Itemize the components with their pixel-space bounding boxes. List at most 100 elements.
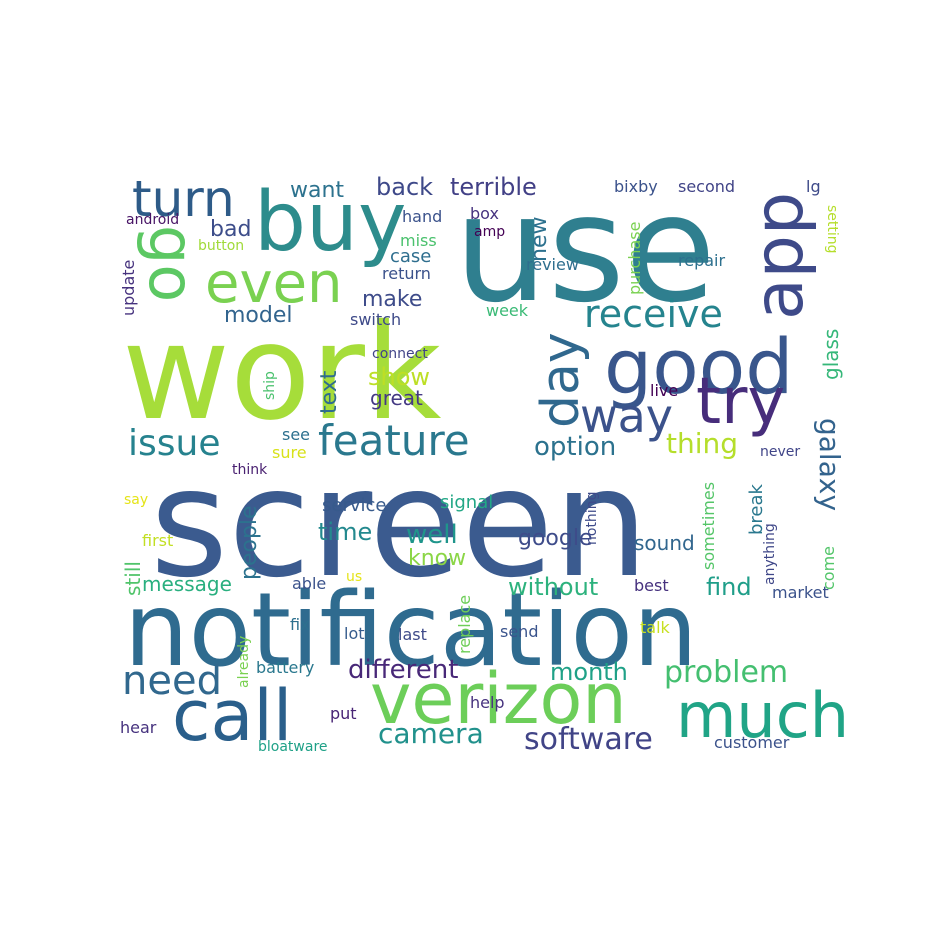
- word-case: case: [390, 246, 431, 267]
- word-much: much: [676, 679, 849, 752]
- word-way: way: [580, 389, 673, 443]
- word-send: send: [500, 622, 538, 641]
- word-back: back: [376, 173, 433, 201]
- word-option: option: [534, 432, 616, 462]
- word-talk: talk: [640, 618, 671, 637]
- word-google: google: [518, 526, 593, 551]
- word-amp: amp: [474, 224, 505, 240]
- word-without: without: [508, 573, 598, 601]
- word-know: know: [408, 546, 466, 571]
- word-people: people: [237, 505, 262, 580]
- word-month: month: [550, 658, 628, 686]
- word-sound: sound: [634, 531, 695, 555]
- word-buy: buy: [254, 175, 407, 270]
- word-bixby: bixby: [614, 177, 658, 196]
- word-market: market: [772, 583, 829, 602]
- word-glass: glass: [819, 329, 843, 380]
- word-best: best: [634, 576, 669, 595]
- word-nothing: nothing: [584, 492, 600, 545]
- word-come: come: [819, 546, 838, 590]
- word-different: different: [348, 655, 458, 685]
- word-model: model: [224, 303, 293, 328]
- word-day: day: [531, 332, 591, 428]
- word-box: box: [470, 204, 499, 223]
- word-signal: signal: [440, 492, 493, 513]
- word-first: first: [142, 531, 173, 550]
- word-sure: sure: [272, 443, 307, 462]
- word-even: even: [205, 251, 343, 316]
- word-help: help: [470, 693, 505, 712]
- word-show: show: [368, 363, 430, 391]
- word-sometimes: sometimes: [699, 482, 718, 570]
- word-think: think: [232, 462, 268, 478]
- word-customer: customer: [714, 733, 790, 752]
- word-replace: replace: [455, 595, 474, 654]
- word-need: need: [122, 658, 222, 704]
- word-work: work: [122, 296, 442, 450]
- word-put: put: [330, 704, 357, 723]
- word-text: text: [317, 370, 342, 414]
- word-verizon: verizon: [370, 658, 627, 740]
- word-software: software: [524, 722, 653, 757]
- word-find: find: [706, 573, 752, 601]
- word-service: service: [322, 495, 386, 516]
- word-galaxy: galaxy: [813, 418, 846, 511]
- word-fix: fix: [290, 615, 310, 634]
- word-great: great: [370, 386, 423, 410]
- word-issue: issue: [128, 423, 220, 464]
- word-purchase: purchase: [625, 222, 644, 295]
- word-terrible: terrible: [450, 173, 537, 201]
- word-see: see: [282, 425, 310, 444]
- word-say: say: [124, 492, 148, 508]
- word-us: us: [346, 569, 362, 585]
- word-connect: connect: [372, 346, 428, 362]
- word-hand: hand: [402, 207, 442, 226]
- word-button: button: [198, 238, 244, 254]
- word-well: well: [406, 520, 458, 550]
- word-battery: battery: [256, 658, 314, 677]
- word-new: new: [527, 217, 552, 262]
- word-app: app: [740, 192, 819, 320]
- word-screen: screen: [150, 437, 649, 611]
- word-miss: miss: [400, 231, 437, 250]
- word-return: return: [382, 264, 431, 283]
- word-message: message: [142, 572, 232, 596]
- word-never: never: [760, 444, 800, 460]
- word-anything: anything: [762, 523, 778, 585]
- word-week: week: [486, 301, 529, 320]
- word-use: use: [454, 163, 716, 335]
- word-able: able: [292, 574, 326, 593]
- word-turn: turn: [132, 170, 235, 228]
- word-feature: feature: [318, 416, 470, 465]
- word-time: time: [318, 518, 372, 546]
- word-make: make: [362, 287, 422, 312]
- word-bad: bad: [210, 217, 251, 242]
- word-break: break: [746, 483, 767, 535]
- word-setting: setting: [824, 205, 840, 254]
- word-receive: receive: [584, 292, 723, 336]
- word-switch: switch: [350, 310, 401, 329]
- word-ship: ship: [262, 371, 278, 400]
- word-still: still: [121, 561, 145, 596]
- word-review: review: [526, 255, 579, 274]
- word-notification: notification: [124, 571, 698, 690]
- word-already: already: [236, 636, 252, 688]
- word-update: update: [119, 260, 138, 316]
- word-android: android: [126, 212, 179, 228]
- word-try: try: [696, 365, 785, 439]
- word-bloatware: bloatware: [258, 739, 328, 755]
- word-camera: camera: [378, 717, 484, 750]
- word-thing: thing: [666, 427, 738, 460]
- word-lg: lg: [806, 177, 821, 196]
- word-live: live: [650, 381, 678, 400]
- word-go: go: [135, 225, 208, 302]
- word-hear: hear: [120, 718, 157, 737]
- word-last: last: [398, 625, 427, 644]
- word-second: second: [678, 177, 735, 196]
- word-problem: problem: [664, 655, 788, 690]
- word-repair: repair: [678, 251, 725, 270]
- word-want: want: [290, 178, 344, 203]
- word-lot: lot: [344, 624, 365, 643]
- word-call: call: [172, 675, 292, 757]
